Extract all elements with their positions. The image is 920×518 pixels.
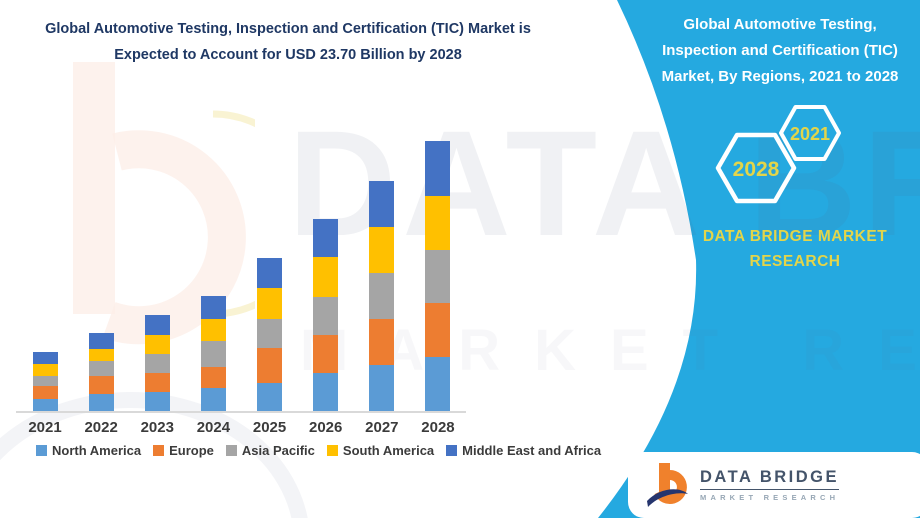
x-axis-label-2022: 2022	[84, 419, 118, 436]
panel-title-line3: Market, By Regions, 2021 to 2028	[661, 68, 899, 85]
x-axis-label-2021: 2021	[28, 419, 62, 436]
headline-line1: Global Automotive Testing, Inspection an…	[45, 21, 531, 37]
bar-segment-2022-south-america	[88, 349, 114, 361]
logo-band: DATA BRIDGE MARKET RESEARCH	[628, 452, 920, 518]
bar-segment-2025-europe	[257, 348, 283, 383]
x-axis-label-2023: 2023	[140, 419, 174, 436]
bar-segment-2026-north-america	[313, 373, 339, 411]
bar-segment-2021-south-america	[32, 364, 58, 376]
bar-segment-2023-middle-east-and-africa	[144, 315, 170, 335]
bar-segment-2022-north-america	[88, 394, 114, 411]
bar-segment-2024-south-america	[200, 319, 226, 341]
legend-swatch-icon	[326, 445, 338, 456]
hexagon-2028-label: 2028	[733, 158, 780, 181]
panel-title-line1: Global Automotive Testing,	[683, 16, 877, 33]
panel-title: Global Automotive Testing, Inspection an…	[645, 12, 915, 90]
chart-headline: Global Automotive Testing, Inspection an…	[8, 16, 568, 68]
stacked-bar-2024	[200, 296, 226, 411]
bar-segment-2024-asia-pacific	[200, 341, 226, 367]
legend-swatch-icon	[153, 445, 165, 456]
logo-subtitle: MARKET RESEARCH	[700, 493, 840, 502]
bar-segment-2027-north-america	[369, 365, 395, 411]
legend-item-north-america: North America	[36, 443, 141, 458]
bar-segment-2025-south-america	[257, 288, 283, 319]
bar-segment-2026-middle-east-and-africa	[313, 219, 339, 257]
legend-swatch-icon	[225, 445, 237, 456]
x-axis-label-2024: 2024	[196, 419, 231, 436]
bar-segment-2023-south-america	[144, 335, 170, 354]
x-axis-label-2026: 2026	[309, 419, 343, 436]
year-hexagons: 2028 2021	[715, 105, 841, 204]
legend-swatch-icon	[36, 445, 47, 456]
bar-segment-2028-asia-pacific	[425, 250, 451, 303]
bar-segment-2028-north-america	[425, 357, 451, 411]
bar-segment-2023-asia-pacific	[144, 354, 170, 373]
chart-legend: North America Europe Asia Pacific South Ame…	[36, 443, 601, 458]
brand-line1: DATA BRIDGE MARKET	[702, 228, 888, 245]
legend-label: Europe	[169, 443, 214, 458]
legend-swatch-icon	[446, 445, 458, 456]
bar-segment-2023-europe	[144, 373, 170, 392]
databridge-logo-icon	[647, 463, 688, 507]
logo-title: DATA BRIDGE	[700, 468, 840, 490]
brand-line2: RESEARCH	[749, 253, 841, 270]
bar-segment-2027-asia-pacific	[369, 273, 395, 319]
bar-segment-2024-europe	[200, 367, 226, 388]
stacked-bar-2026	[313, 219, 339, 411]
legend-label: Asia Pacific	[241, 443, 315, 458]
legend-label: South America	[342, 443, 435, 458]
x-axis-label-2027: 2027	[365, 419, 399, 436]
bar-segment-2021-north-america	[32, 399, 58, 411]
bar-segment-2025-middle-east-and-africa	[257, 258, 283, 288]
bar-segment-2026-asia-pacific	[313, 297, 339, 335]
bar-segment-2021-middle-east-and-africa	[32, 352, 58, 364]
bar-segment-2028-middle-east-and-africa	[425, 141, 451, 196]
stacked-bar-2025	[257, 258, 283, 411]
hexagon-2028-icon	[715, 132, 797, 204]
x-axis-labels: 2021 2022 2023 2024 2025 2026 2027 2028	[16, 419, 466, 439]
bar-segment-2027-europe	[369, 319, 395, 365]
bar-segment-2027-middle-east-and-africa	[369, 181, 395, 227]
hexagon-2021-icon	[779, 105, 841, 161]
bar-segment-2028-europe	[425, 303, 451, 357]
hexagon-2021-label: 2021	[790, 124, 830, 144]
legend-item-europe: Europe	[153, 443, 214, 458]
bar-segment-2026-south-america	[313, 257, 339, 297]
x-axis-label-2028: 2028	[421, 419, 455, 436]
bar-segment-2028-south-america	[425, 196, 451, 250]
bar-segment-2021-europe	[32, 386, 58, 399]
bar-segment-2025-north-america	[257, 383, 283, 411]
bar-segment-2023-north-america	[144, 392, 170, 411]
stacked-bar-2027	[369, 181, 395, 411]
stacked-bar-2028	[425, 141, 451, 411]
bar-segment-2024-north-america	[200, 388, 226, 411]
bar-segment-2022-europe	[88, 376, 114, 394]
panel-title-line2: Inspection and Certification (TIC)	[662, 42, 898, 59]
stacked-bar-plot-area	[16, 100, 466, 413]
brand-name-text: DATA BRIDGE MARKET RESEARCH	[655, 224, 920, 274]
bar-segment-2022-middle-east-and-africa	[88, 333, 114, 349]
legend-item-south-america: South America	[326, 443, 435, 458]
stacked-bar-2023	[144, 315, 170, 411]
bar-segment-2024-middle-east-and-africa	[200, 296, 226, 319]
stacked-bar-2021	[32, 352, 58, 411]
legend-label: North America	[52, 443, 142, 458]
stacked-bar-2022	[88, 333, 114, 411]
bar-segment-2027-south-america	[369, 227, 395, 273]
x-axis-label-2025: 2025	[252, 419, 287, 436]
bar-segment-2022-asia-pacific	[88, 361, 114, 376]
headline-line2: Expected to Account for USD 23.70 Billio…	[114, 47, 462, 63]
bar-segment-2025-asia-pacific	[257, 319, 283, 348]
legend-label: Middle East and Africa	[462, 443, 602, 458]
logo-text-block: DATA BRIDGE MARKET RESEARCH	[700, 468, 840, 502]
bar-segment-2021-asia-pacific	[32, 376, 58, 386]
bar-segment-2026-europe	[313, 335, 339, 373]
legend-item-asia-pacific: Asia Pacific	[225, 443, 315, 458]
legend-item-middle-east-and-africa: Middle East and Africa	[446, 443, 601, 458]
